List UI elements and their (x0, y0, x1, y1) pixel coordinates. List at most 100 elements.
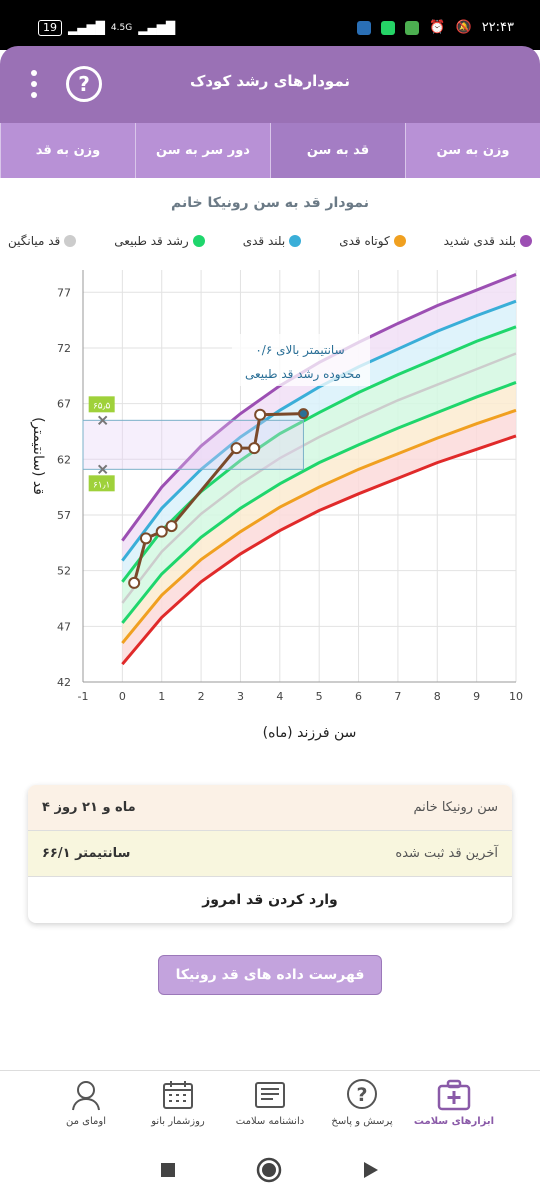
nav-profile[interactable]: اومای من (44, 1071, 128, 1140)
child-data-point (165, 520, 178, 533)
svg-text:?: ? (356, 1084, 367, 1106)
band-fill (122, 301, 516, 582)
legend-item: بلند قدی (243, 234, 302, 248)
child-data-point (128, 576, 141, 589)
legend-item: رشد قد طبیعی (114, 234, 205, 248)
x-tick-label: 0 (119, 690, 126, 703)
chart-legend: بلند قدی شدید کوتاه قدی بلند قدی رشد قد … (8, 234, 532, 248)
nav-health-tools[interactable]: ابزارهای سلامت (412, 1071, 496, 1140)
height-value: ۶۶/۱ سانتیمتر (42, 846, 131, 861)
legend-dot (393, 235, 406, 247)
legend-dot (192, 235, 205, 247)
legend-dot (289, 235, 302, 247)
x-tick-label: 6 (355, 690, 362, 703)
app-header: ? نمودارهای رشد کودک (0, 46, 540, 123)
page-title: نمودارهای رشد کودک (189, 72, 351, 90)
question-icon: ? (347, 1079, 377, 1109)
series-line (121, 352, 517, 604)
encyclopedia-icon (255, 1082, 285, 1108)
child-data-point (155, 525, 168, 538)
health-tools-icon (437, 1079, 471, 1111)
age-value: ۴ ماه و ۲۱ روز (42, 800, 136, 815)
message-icon (405, 20, 420, 35)
annotation-line-2: محدوده رشد قد طبیعی (245, 367, 361, 382)
legend-item: کوتاه قدی (339, 234, 406, 248)
home-icon[interactable] (256, 1157, 282, 1183)
child-latest-point (297, 408, 309, 420)
app-notification-icon (357, 20, 372, 35)
recent-apps-icon[interactable] (160, 1162, 176, 1178)
chart-title: نمودار قد به سن رونیکا خانم (171, 195, 369, 211)
nav-label: روزشمار بانو (151, 1116, 205, 1127)
child-data-point (254, 408, 267, 421)
x-tick-label: 5 (316, 690, 323, 703)
legend-label: رشد قد طبیعی (114, 234, 189, 248)
tab-head-for-age[interactable]: دور سر به سن (135, 123, 270, 178)
reference-marker (97, 415, 108, 426)
bottom-nav: ابزارهای سلامت ? پرسش و پاسخ دانشنامه سل… (0, 1070, 540, 1140)
x-axis-label: سن فرزند (ماه) (263, 725, 357, 741)
legend-item: بلند قدی شدید (444, 234, 532, 248)
reference-label: ۶۱٫۱ (93, 480, 110, 490)
back-icon[interactable] (362, 1161, 380, 1179)
band-fill (122, 326, 516, 603)
series-line (121, 299, 517, 562)
y-tick-label: 72 (57, 342, 71, 355)
tab-weight-for-age[interactable]: وزن به سن (405, 123, 540, 178)
annotation-bg (232, 334, 370, 386)
signal-icon-2: ▂▄▆█ (138, 21, 176, 35)
tab-weight-for-height[interactable]: وزن به قد (0, 123, 135, 178)
clock: ۲۲:۴۳ (481, 20, 514, 35)
legend-label: قد میانگین (8, 234, 61, 248)
x-tick-label: 2 (198, 690, 205, 703)
mute-icon: 🔕 (455, 20, 472, 35)
age-label: سن رونیکا خانم (413, 800, 498, 815)
band-fill (122, 410, 516, 665)
nav-questions[interactable]: ? پرسش و پاسخ (320, 1071, 404, 1140)
reference-badge (88, 475, 115, 492)
y-axis-label: قد (سانتیمتر) (30, 417, 46, 495)
series-line (121, 381, 517, 624)
legend-label: بلند قدی شدید (443, 234, 516, 248)
network-type: 4.5G (110, 23, 133, 33)
profile-icon (72, 1081, 100, 1111)
whatsapp-icon (381, 20, 396, 35)
alarm-icon: ⏰ (429, 20, 446, 35)
nav-label: پرسش و پاسخ (331, 1116, 393, 1127)
enter-height-button[interactable]: وارد کردن قد امروز (202, 892, 338, 908)
system-nav (0, 1140, 540, 1200)
x-tick-label: 7 (394, 690, 401, 703)
nav-calendar[interactable]: روزشمار بانو (136, 1071, 220, 1140)
height-list-button[interactable]: فهرست داده های قد رونیکا خانم (158, 955, 382, 1021)
y-tick-label: 62 (57, 453, 71, 466)
status-bar: 19 ▂▄▆█ 4.5G ▂▄▆█ ⏰ 🔕 ۲۲:۴۳ (0, 0, 540, 50)
tab-height-for-age[interactable]: قد به سن (270, 123, 405, 178)
range-box (82, 419, 304, 470)
battery-indicator: 19 (38, 20, 62, 36)
x-tick-label: 3 (237, 690, 244, 703)
signal-icon: ▂▄▆█ (68, 21, 105, 35)
child-data-point (139, 532, 152, 545)
legend-label: کوتاه قدی (339, 234, 390, 248)
reference-badge (88, 396, 115, 413)
y-tick-label: 57 (57, 509, 71, 522)
reference-label: ۶۵٫۵ (93, 401, 111, 411)
legend-item: قد میانگین (8, 234, 77, 248)
menu-icon[interactable] (24, 68, 44, 102)
x-tick-label: 8 (434, 690, 441, 703)
height-label: آخرین قد ثبت شده (395, 846, 498, 861)
x-tick-label: -1 (78, 690, 89, 703)
help-button[interactable]: ? (66, 66, 102, 102)
y-tick-label: 47 (57, 620, 71, 633)
calendar-icon (163, 1081, 193, 1109)
nav-label: دانشنامه سلامت (235, 1116, 305, 1127)
height-row: ۶۶/۱ سانتیمتر آخرین قد ثبت شده (28, 831, 512, 877)
info-card: ۴ ماه و ۲۱ روز سن رونیکا خانم ۶۶/۱ سانتی… (28, 785, 512, 923)
child-data-point (248, 442, 261, 455)
band-fill (122, 274, 516, 561)
chart-tabs: وزن به سن قد به سن دور سر به سن وزن به ق… (0, 123, 540, 178)
child-data-point (230, 442, 243, 455)
y-tick-label: 42 (57, 676, 71, 689)
nav-encyclopedia[interactable]: دانشنامه سلامت (228, 1071, 312, 1140)
y-tick-label: 77 (57, 286, 71, 299)
